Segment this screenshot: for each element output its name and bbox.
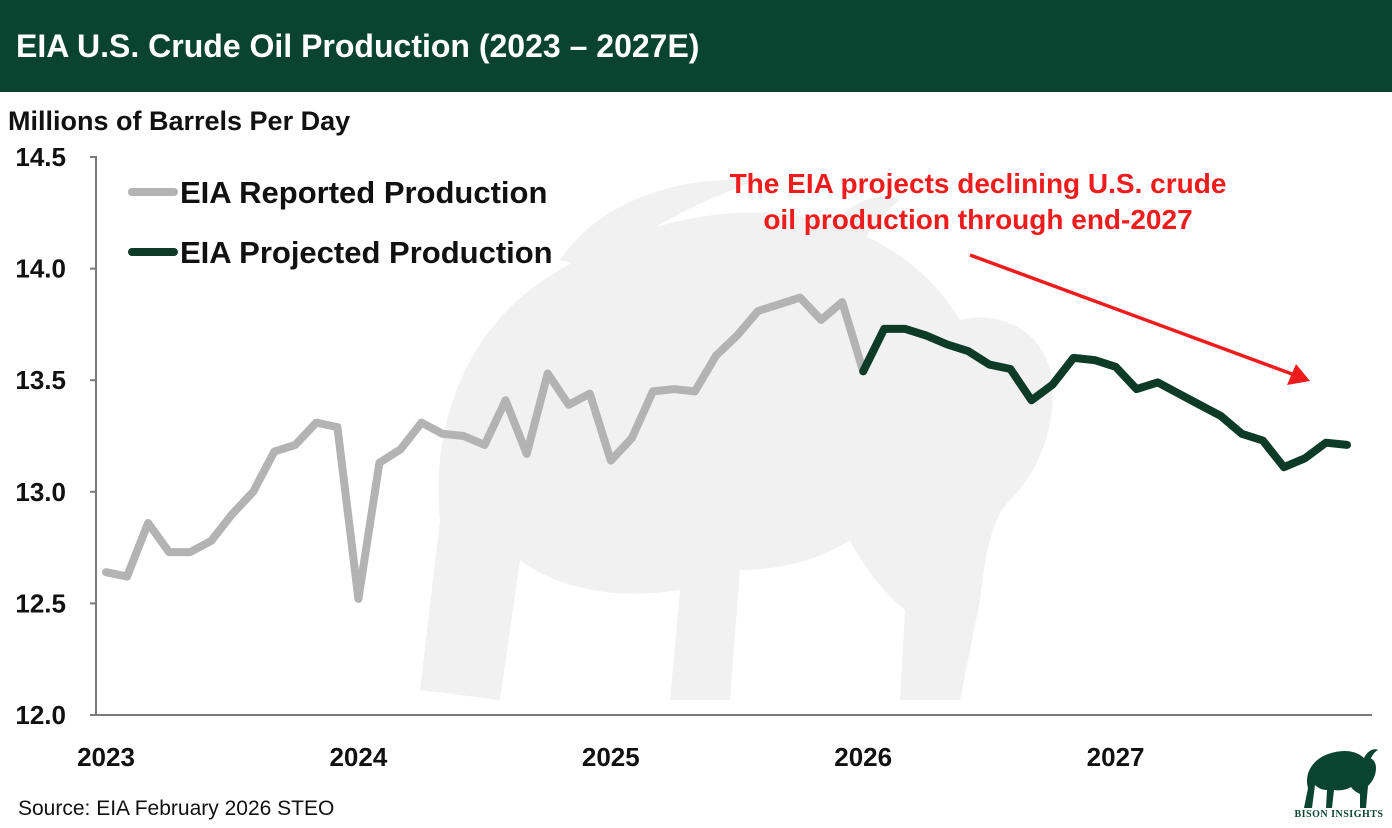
x-tick-label: 2026	[834, 742, 892, 772]
data-points	[105, 297, 1348, 600]
annotation: The EIA projects declining U.S. crude oi…	[730, 168, 1310, 385]
legend: EIA Reported Production EIA Projected Pr…	[128, 175, 553, 270]
watermark-bison-icon	[420, 179, 1053, 700]
y-tick-label: 12.0	[15, 700, 66, 730]
series-line-projected	[859, 324, 1351, 472]
y-tick-label: 13.0	[15, 477, 66, 507]
y-tick-label: 14.0	[15, 254, 66, 284]
bison-icon	[1304, 749, 1378, 808]
annotation-arrow-shaft	[969, 253, 1293, 376]
x-ticks: 2023 2024 2025 2026 2027	[77, 742, 1144, 772]
annotation-line-1: The EIA projects declining U.S. crude	[730, 168, 1227, 199]
x-tick-label: 2024	[329, 742, 387, 772]
annotation-arrow-head	[1287, 364, 1310, 385]
y-tick-label: 12.5	[15, 588, 66, 618]
x-tick-label: 2025	[582, 742, 640, 772]
logo-text: BISON INSIGHTS	[1294, 809, 1384, 820]
page-title: EIA U.S. Crude Oil Production (2023 – 20…	[16, 28, 700, 64]
legend-label-reported: EIA Reported Production	[180, 175, 547, 210]
title-bar: EIA U.S. Crude Oil Production (2023 – 20…	[0, 0, 1392, 92]
annotation-line-2: oil production through end-2027	[763, 204, 1192, 235]
y-ticks: 12.0 12.5 13.0 13.5 14.0 14.5	[15, 142, 96, 730]
source-note: Source: EIA February 2026 STEO	[18, 797, 335, 820]
y-tick-label: 14.5	[15, 142, 66, 172]
x-tick-label: 2023	[77, 742, 135, 772]
y-axis-label: Millions of Barrels Per Day	[8, 106, 351, 136]
y-tick-label: 13.5	[15, 365, 66, 395]
legend-label-projected: EIA Projected Production	[180, 235, 553, 270]
x-tick-label: 2027	[1087, 742, 1145, 772]
